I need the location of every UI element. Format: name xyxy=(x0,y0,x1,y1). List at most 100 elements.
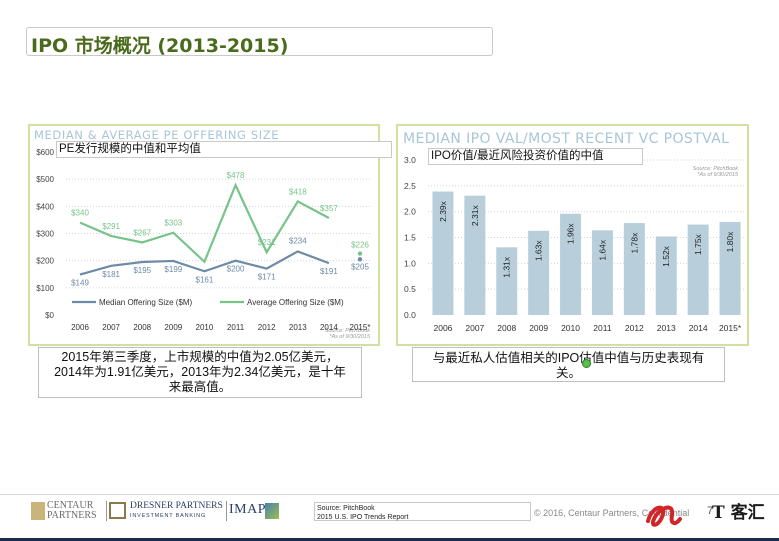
left-y-tick-label: $500 xyxy=(36,175,54,184)
legend-average-label: Average Offering Size ($M) xyxy=(247,298,344,307)
dresner-word: DRESNER PARTNERS xyxy=(130,501,223,511)
average-data-label: $291 xyxy=(102,222,120,231)
footer-copyright: © 2016, Centaur Partners, Confidential xyxy=(534,508,690,518)
median-data-label: $161 xyxy=(196,275,214,284)
left-note: 2015年第三季度，上市规模的中值为2.05亿美元，2014年为1.91亿美元，… xyxy=(38,347,362,398)
right-chart-caption: IPO价值/最近风险投资价值的中值 xyxy=(428,148,643,165)
right-x-tick-label: 2010 xyxy=(561,323,580,333)
average-data-label: $303 xyxy=(164,219,182,228)
bar xyxy=(655,236,677,315)
page-number: 7 xyxy=(707,505,714,517)
left-x-tick-label: 2011 xyxy=(227,323,245,332)
watermark-logo-icon xyxy=(644,497,684,531)
left-x-tick-label: 2009 xyxy=(164,323,182,332)
left-x-tick-label: 2007 xyxy=(102,323,120,332)
median-series-line xyxy=(79,250,330,276)
average-data-label: $357 xyxy=(320,204,338,213)
right-x-tick-label: 2014 xyxy=(689,323,708,333)
bar-data-label: 1.63x xyxy=(534,240,544,262)
left-x-tick-label: 2015* xyxy=(350,323,371,332)
centaur-word: CENTAUR xyxy=(47,500,94,511)
bar xyxy=(528,230,550,315)
average-2015-point xyxy=(357,251,363,256)
right-x-tick-label: 2011 xyxy=(593,323,612,333)
partners-word: PARTNERS xyxy=(47,510,97,521)
median-data-label: $234 xyxy=(289,236,307,245)
investment-banking-word: INVESTMENT BANKING xyxy=(130,513,207,519)
right-x-tick-label: 2008 xyxy=(497,323,516,333)
right-y-tick-label: 0.5 xyxy=(404,284,416,294)
left-chart-panel: MEDIAN & AVERAGE PE OFFERING SIZE Source… xyxy=(28,124,392,346)
left-y-tick-label: $200 xyxy=(36,257,54,266)
median-data-label: $181 xyxy=(102,270,120,279)
right-y-tick-label: 1.5 xyxy=(404,233,416,243)
right-y-tick-label: 2.5 xyxy=(404,181,416,191)
right-y-tick-label: 3.0 xyxy=(404,155,416,165)
bar-data-label: 1.75x xyxy=(693,233,703,255)
average-series-line xyxy=(79,182,330,264)
bar-data-label: 1.78x xyxy=(629,232,639,254)
median-data-label: $171 xyxy=(258,273,276,282)
bar xyxy=(687,224,709,315)
legend-median-label: Median Offering Size ($M) xyxy=(99,298,193,307)
bar xyxy=(464,195,486,315)
title-box xyxy=(26,27,493,56)
right-note: 与最近私人估值相关的IPO估值中值与历史表现有关。 xyxy=(412,347,725,382)
bar xyxy=(496,247,518,315)
logo-divider xyxy=(106,501,107,521)
average-data-label: $418 xyxy=(289,187,307,196)
bar-data-label: 1.31x xyxy=(502,256,512,278)
average-data-label: $226 xyxy=(351,241,369,250)
bar xyxy=(719,222,741,315)
left-chart-caption: PE发行规模的中值和平均值 xyxy=(56,141,392,158)
average-data-label: $340 xyxy=(71,209,89,218)
footer-report: 2015 U.S. IPO Trends Report xyxy=(317,514,409,521)
right-y-tick-label: 0.0 xyxy=(404,310,416,320)
median-data-label: $195 xyxy=(133,266,151,275)
imap-word: IMAP xyxy=(229,502,267,517)
bar-data-label: 2.39x xyxy=(438,200,448,222)
right-x-tick-label: 2006 xyxy=(433,323,452,333)
left-chart-header: MEDIAN & AVERAGE PE OFFERING SIZE xyxy=(34,128,279,142)
bar-data-label: 1.52x xyxy=(661,245,671,267)
bar-data-label: 1.96x xyxy=(566,223,576,245)
left-x-tick-label: 2013 xyxy=(289,323,307,332)
imap-logo: IMAP xyxy=(229,501,283,521)
right-chart-panel: MEDIAN IPO VAL/MOST RECENT VC POSTVAL So… xyxy=(396,124,749,346)
bar-data-label: 1.64x xyxy=(597,239,607,261)
bar-data-label: 1.80x xyxy=(725,231,735,253)
green-dot-marker xyxy=(582,359,591,368)
footer-source: Source: PitchBook xyxy=(317,505,375,512)
left-x-tick-label: 2010 xyxy=(196,323,214,332)
dresner-mark-icon xyxy=(109,502,126,519)
left-chart-source: Source: PitchBook *As of 9/30/2015 xyxy=(325,328,371,340)
page-title: IPO 市场概况 (2013-2015) xyxy=(31,35,289,57)
left-y-tick-label: $0 xyxy=(45,311,54,320)
right-x-tick-label: 2009 xyxy=(529,323,548,333)
right-chart-header: MEDIAN IPO VAL/MOST RECENT VC POSTVAL xyxy=(403,131,729,147)
median-data-label: $200 xyxy=(227,265,245,274)
left-y-tick-label: $400 xyxy=(36,202,54,211)
left-x-tick-label: 2008 xyxy=(133,323,151,332)
bar xyxy=(432,191,454,315)
right-chart-source: Source: PitchBook *As of 9/30/2015 xyxy=(693,166,739,178)
median-2015-point xyxy=(357,257,363,262)
centaur-mark-icon xyxy=(31,502,45,520)
left-x-tick-label: 2014 xyxy=(320,323,338,332)
right-x-tick-label: 2007 xyxy=(465,323,484,333)
left-line-chart: MEDIAN & AVERAGE PE OFFERING SIZE Source… xyxy=(34,128,371,340)
left-y-tick-label: $300 xyxy=(36,230,54,239)
left-y-tick-label: $600 xyxy=(36,148,54,157)
dresner-logo: DRESNER PARTNERS INVESTMENT BANKING xyxy=(109,501,223,521)
bar xyxy=(560,213,582,315)
median-data-label: $199 xyxy=(164,265,182,274)
right-bar-chart: MEDIAN IPO VAL/MOST RECENT VC POSTVAL So… xyxy=(403,131,746,333)
median-data-label: $205 xyxy=(351,262,369,271)
average-data-label: $231 xyxy=(258,238,276,247)
right-y-tick-label: 2.0 xyxy=(404,207,416,217)
footer-bottom-bar xyxy=(0,538,779,541)
left-y-tick-label: $100 xyxy=(36,284,54,293)
footer-divider xyxy=(0,494,779,495)
left-x-tick-label: 2012 xyxy=(258,323,276,332)
imap-mark-icon xyxy=(265,503,279,519)
